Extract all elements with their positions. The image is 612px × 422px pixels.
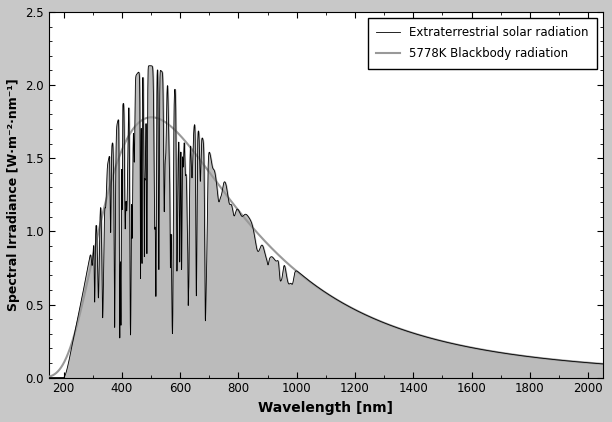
Extraterrestrial solar radiation xyxy=(458,343,466,348)
Extraterrestrial solar radiation xyxy=(146,63,154,68)
5778K Blackbody radiation xyxy=(258,235,265,240)
5778K Blackbody radiation xyxy=(147,115,155,120)
5778K Blackbody radiation xyxy=(45,374,53,379)
Extraterrestrial solar radiation xyxy=(146,63,153,68)
Extraterrestrial solar radiation xyxy=(257,244,264,249)
Line: 5778K Blackbody radiation: 5778K Blackbody radiation xyxy=(49,117,603,377)
Legend: Extraterrestrial solar radiation, 5778K Blackbody radiation: Extraterrestrial solar radiation, 5778K … xyxy=(368,18,597,69)
5778K Blackbody radiation xyxy=(599,361,606,366)
Extraterrestrial solar radiation xyxy=(501,351,508,356)
Extraterrestrial solar radiation xyxy=(406,329,413,334)
Line: Extraterrestrial solar radiation: Extraterrestrial solar radiation xyxy=(49,66,603,378)
5778K Blackbody radiation xyxy=(282,259,289,264)
5778K Blackbody radiation xyxy=(529,354,536,360)
Extraterrestrial solar radiation xyxy=(378,319,385,324)
5778K Blackbody radiation xyxy=(588,360,595,365)
5778K Blackbody radiation xyxy=(141,116,149,121)
Extraterrestrial solar radiation xyxy=(45,375,53,380)
Extraterrestrial solar radiation xyxy=(599,361,606,366)
5778K Blackbody radiation xyxy=(108,176,116,181)
Y-axis label: Spectral Irradiance [W·m⁻²·nm⁻¹]: Spectral Irradiance [W·m⁻²·nm⁻¹] xyxy=(7,78,20,311)
X-axis label: Wavelength [nm]: Wavelength [nm] xyxy=(258,401,394,415)
